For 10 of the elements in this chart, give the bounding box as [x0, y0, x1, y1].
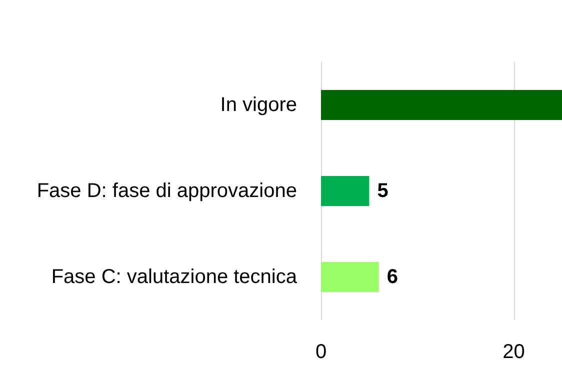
y-tick-label: Fase D: fase di approvazione — [36, 180, 297, 202]
bar — [321, 262, 379, 292]
data-label: 5 — [377, 180, 388, 202]
x-tick-label: 0 — [315, 341, 327, 363]
bar — [321, 90, 562, 120]
y-tick-label: Fase C: valutazione tecnica — [51, 266, 298, 288]
data-label: 6 — [386, 266, 398, 288]
x-tick-label: 20 — [502, 341, 525, 363]
bar — [321, 176, 370, 206]
y-tick-label: In vigore — [220, 94, 297, 116]
